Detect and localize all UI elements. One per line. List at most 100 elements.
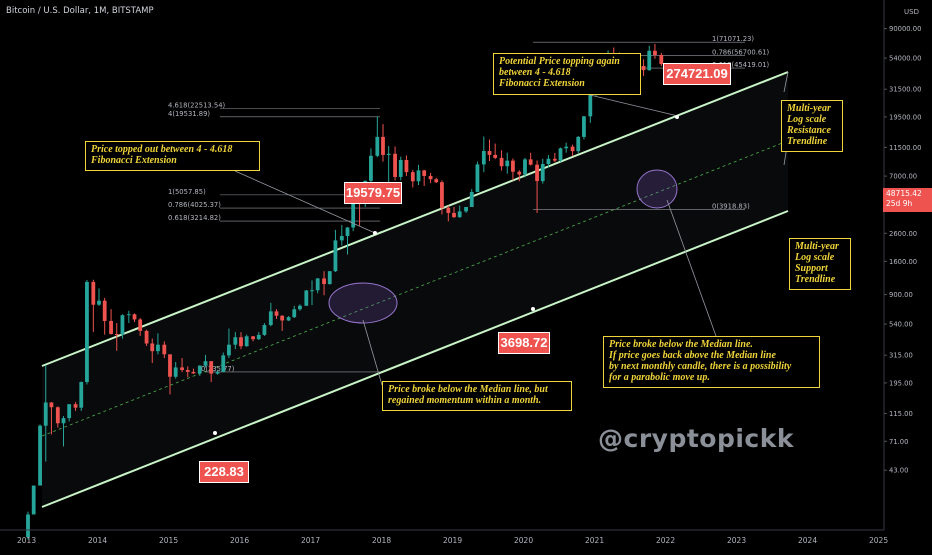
candle-body: [333, 240, 338, 272]
candle-body: [197, 365, 202, 374]
candle-body: [191, 371, 196, 374]
candle-body: [517, 171, 522, 175]
price-tick-label: 1600.00: [889, 258, 917, 266]
candle-body: [339, 236, 344, 241]
current-price-countdown: 25d 9h: [886, 199, 913, 208]
candle-body: [582, 116, 586, 137]
time-tick-label: 2020: [514, 536, 533, 545]
candle-body: [280, 315, 285, 321]
time-tick-label: 2024: [798, 536, 817, 545]
note-topping-again: Potential Price topping again between 4 …: [493, 53, 641, 95]
fib-label: 0(3918.83): [712, 203, 750, 211]
median-line[interactable]: [41, 135, 801, 437]
chart-title: Bitcoin / U.S. Dollar, 1M, BITSTAMP: [6, 6, 154, 16]
high-2017-label: 19579.75: [344, 182, 402, 204]
fib-label: 0.618(45419.01): [712, 61, 770, 69]
time-tick-label: 2018: [372, 536, 391, 545]
target-label: 274721.09: [663, 63, 731, 85]
price-tick-label: 54000.00: [889, 55, 921, 63]
candle-body: [457, 211, 462, 218]
fib-label: 4.618(22513.54): [168, 102, 226, 110]
candle-body: [97, 300, 101, 305]
candle-body: [109, 320, 113, 334]
candle-body: [203, 361, 208, 366]
candle-body: [315, 278, 320, 291]
time-tick-label: 2016: [230, 536, 249, 545]
price-tick-label: 19500.00: [889, 113, 921, 121]
candle-body: [239, 337, 243, 347]
fib-label: 0(235.77): [201, 365, 235, 373]
candle-body: [126, 314, 131, 316]
callout-line: [589, 94, 679, 117]
candle-body: [162, 344, 167, 355]
candle-body: [528, 159, 533, 165]
note-support: Multi-year Log scale Support Trendline: [789, 238, 851, 290]
candle-body: [475, 164, 480, 192]
candle-body: [386, 153, 391, 155]
candle-body: [173, 367, 178, 377]
candle-body: [262, 325, 267, 335]
highlight-2021: [636, 169, 678, 209]
candle-body: [375, 136, 380, 156]
anchor-dot: [373, 231, 377, 235]
candle-body: [156, 344, 160, 352]
price-tick-label: 31500.00: [889, 86, 921, 94]
candle-body: [351, 199, 356, 228]
candle-body: [428, 175, 433, 180]
candle-body: [268, 311, 273, 326]
resistance-trendline[interactable]: [41, 71, 789, 367]
candle-body: [180, 367, 184, 370]
currency-label: USD: [904, 8, 919, 16]
candle-body: [38, 425, 42, 486]
candle-body: [31, 485, 36, 515]
callout-line: [666, 199, 717, 337]
channel-fill: [42, 72, 788, 507]
anchor-dot: [213, 431, 217, 435]
candle-body: [410, 172, 415, 182]
candle-body: [55, 407, 60, 424]
candle-body: [233, 337, 238, 345]
candle-body: [641, 65, 646, 71]
candle-body: [404, 160, 409, 173]
note-resistance: Multi-year Log scale Resistance Trendlin…: [781, 100, 843, 152]
time-tick-label: 2022: [656, 536, 675, 545]
candle-body: [73, 404, 78, 408]
price-tick-label: 115.00: [889, 410, 913, 418]
candle-body: [393, 153, 397, 177]
candle-body: [322, 278, 326, 285]
watermark: @cryptopickk: [598, 424, 795, 453]
plot-area[interactable]: [0, 0, 884, 530]
candle-body: [185, 369, 190, 372]
candle-body: [132, 314, 137, 320]
time-tick-label: 2015: [159, 536, 178, 545]
low-2018-label: 3698.72: [498, 332, 550, 354]
price-tick-label: 43.00: [889, 467, 908, 475]
candle-body: [114, 333, 119, 335]
candle-body: [523, 159, 527, 175]
time-tick-label: 2013: [17, 536, 36, 545]
time-tick-label: 2017: [301, 536, 320, 545]
candle-body: [138, 319, 143, 331]
candle-body: [398, 160, 403, 177]
candle-body: [570, 146, 575, 152]
candle-body: [61, 418, 66, 424]
low-2015-label: 228.83: [199, 461, 249, 483]
price-tick-label: 11500.00: [889, 144, 921, 152]
anchor-dot: [675, 115, 679, 119]
candle-body: [588, 94, 593, 117]
candle-body: [345, 227, 350, 237]
candle-body: [286, 317, 291, 321]
highlight-2017: [328, 282, 398, 324]
candle-body: [659, 54, 664, 65]
candle-body: [256, 334, 261, 340]
price-tick-label: 540.00: [889, 321, 913, 329]
candle-body: [298, 305, 302, 310]
candle-body: [493, 154, 498, 158]
support-trendline[interactable]: [41, 210, 789, 508]
time-tick-label: 2023: [727, 536, 746, 545]
candle-body: [310, 290, 314, 292]
candle-body: [327, 271, 332, 285]
candle-body: [369, 155, 373, 181]
candle-body: [564, 146, 569, 149]
